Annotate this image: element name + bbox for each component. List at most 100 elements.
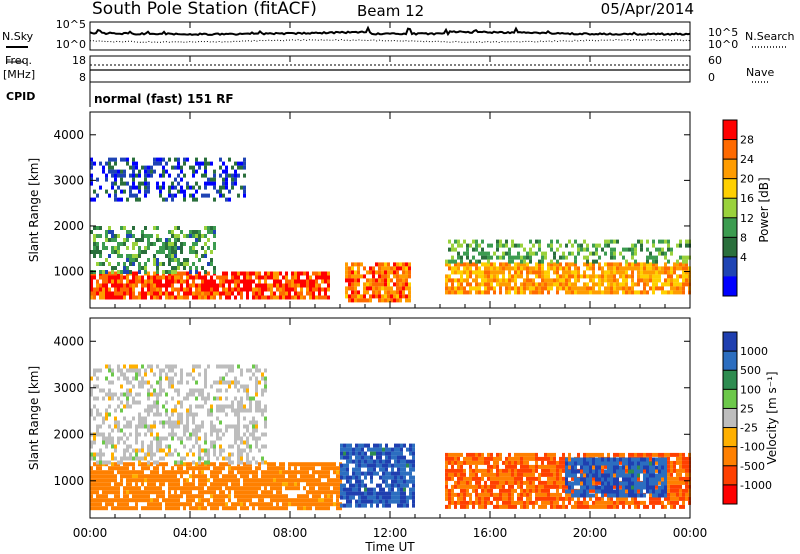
echo-cell (381, 294, 384, 299)
echo-cell (583, 500, 586, 505)
echo-cell (126, 448, 129, 453)
echo-cell (613, 274, 616, 279)
echo-cell (237, 420, 240, 425)
echo-cell (448, 504, 451, 509)
echo-cell (99, 424, 102, 429)
echo-cell (403, 483, 406, 488)
echo-cell (180, 250, 183, 254)
echo-cell (219, 193, 222, 198)
echo-cell (682, 464, 685, 469)
echo-cell (661, 266, 664, 271)
echo-cell (634, 247, 637, 252)
echo-cell (475, 488, 478, 493)
echo-cell (523, 472, 526, 477)
echo-cell (198, 275, 201, 280)
echo-cell (649, 266, 652, 271)
echo-cell (355, 491, 358, 496)
echo-cell (210, 262, 213, 266)
echo-cell (532, 251, 535, 256)
echo-cell (108, 275, 111, 280)
echo-cell (487, 255, 490, 260)
echo-cell (240, 368, 243, 373)
echo-cell (261, 372, 264, 377)
echo-cell (327, 271, 330, 276)
echo-cell (117, 291, 120, 296)
echo-cell (144, 262, 147, 266)
echo-cell (159, 502, 162, 507)
echo-cell (303, 462, 306, 467)
echo-cell (559, 476, 562, 481)
echo-cell (108, 291, 111, 296)
echo-cell (213, 291, 216, 296)
echo-cell (487, 476, 490, 481)
echo-cell (186, 271, 189, 276)
echo-cell (315, 275, 318, 280)
echo-cell (604, 262, 607, 267)
echo-cell (144, 250, 147, 254)
echo-cell (499, 262, 502, 267)
echo-cell (457, 456, 460, 461)
echo-cell (177, 498, 180, 503)
echo-cell (625, 493, 628, 498)
echo-cell (99, 470, 102, 475)
echo-cell (667, 243, 670, 248)
echo-cell (496, 247, 499, 252)
echo-cell (493, 278, 496, 283)
echo-cell (168, 384, 171, 389)
echo-cell (102, 291, 105, 296)
echo-cell (159, 279, 162, 284)
echo-cell (400, 475, 403, 480)
echo-cell (357, 266, 360, 271)
echo-cell (282, 287, 285, 292)
echo-cell (144, 416, 147, 421)
echo-cell (327, 474, 330, 479)
echo-cell (601, 270, 604, 275)
echo-cell (517, 480, 520, 485)
echo-cell (234, 482, 237, 487)
echo-cell (114, 424, 117, 429)
echo-cell (496, 255, 499, 260)
echo-cell (312, 287, 315, 292)
echo-cell (643, 282, 646, 287)
echo-cell (192, 478, 195, 483)
echo-cell (138, 246, 141, 250)
echo-cell (291, 470, 294, 475)
echo-cell (604, 481, 607, 486)
echo-cell (108, 161, 111, 166)
echo-cell (207, 364, 210, 369)
echo-cell (565, 465, 568, 470)
echo-cell (514, 488, 517, 493)
echo-cell (676, 496, 679, 501)
echo-cell (378, 274, 381, 279)
echo-cell (384, 294, 387, 299)
echo-cell (249, 400, 252, 405)
echo-cell (114, 444, 117, 449)
echo-cell (538, 484, 541, 489)
echo-cell (487, 452, 490, 457)
echo-cell (213, 498, 216, 503)
echo-cell (189, 291, 192, 296)
echo-cell (475, 452, 478, 457)
echo-cell (192, 412, 195, 417)
echo-cell (454, 262, 457, 267)
echo-cell (628, 481, 631, 486)
echo-cell (105, 173, 108, 178)
echo-cell (405, 274, 408, 279)
echo-cell (499, 266, 502, 271)
echo-cell (258, 482, 261, 487)
echo-cell (526, 286, 529, 291)
echo-cell (156, 279, 159, 284)
echo-cell (589, 274, 592, 279)
echo-cell (114, 181, 117, 186)
echo-cell (343, 471, 346, 476)
echo-cell (466, 266, 469, 271)
echo-cell (409, 447, 412, 452)
echo-cell (96, 246, 99, 250)
echo-cell (162, 490, 165, 495)
echo-cell (463, 286, 466, 291)
echo-cell (300, 283, 303, 288)
echo-cell (117, 197, 120, 202)
echo-cell (454, 460, 457, 465)
echo-cell (180, 295, 183, 300)
echo-cell (177, 271, 180, 276)
